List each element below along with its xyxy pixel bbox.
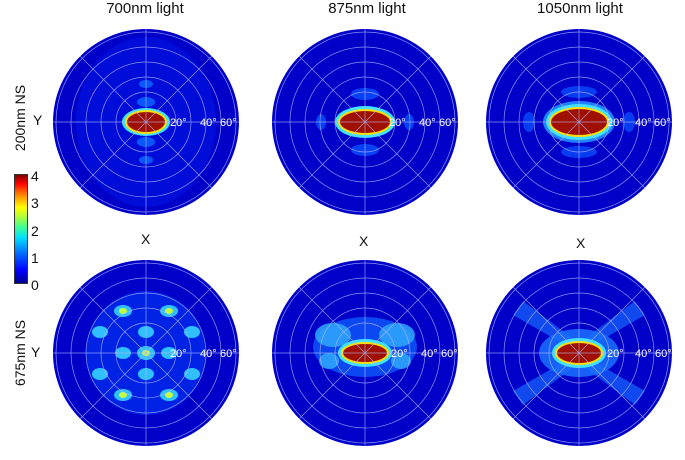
ring-label-60: 60° [220, 348, 237, 360]
ring-label-60: 60° [220, 117, 237, 129]
polar-plot-200nm-1050nm: 20° 40° 60° [486, 29, 672, 215]
column-title-1050nm: 1050nm light [537, 0, 623, 17]
ring-label-20: 20° [391, 348, 408, 360]
ring-label-20: 20° [607, 117, 624, 129]
colorbar [14, 174, 28, 284]
x-axis-label-col1: X [141, 231, 151, 247]
polar-plot-675nm-700nm: 20° 40° 60° [53, 260, 239, 446]
polar-plot-200nm-700nm: 20° 40° 60° [53, 29, 239, 215]
ring-label-40: 40° [200, 348, 217, 360]
polar-plot-675nm-1050nm: 20° 40° 60° [486, 260, 672, 446]
ring-label-40: 40° [421, 348, 438, 360]
ring-label-60: 60° [655, 348, 672, 360]
colorbar-tick-3: 3 [31, 195, 39, 211]
ring-label-40: 40° [635, 117, 652, 129]
ring-label-20: 20° [607, 348, 624, 360]
colorbar-tick-0: 0 [31, 277, 39, 293]
ring-label-40: 40° [635, 348, 652, 360]
colorbar-tick-4: 4 [31, 168, 39, 184]
colorbar-tick-1: 1 [31, 250, 39, 266]
y-axis-label-bottom: Y [31, 344, 41, 360]
row-label-675nm: 675nm NS [12, 319, 28, 387]
ring-label-60: 60° [439, 117, 456, 129]
column-title-875nm: 875nm light [328, 0, 406, 17]
colorbar-tick-2: 2 [31, 223, 39, 239]
polar-plot-675nm-875nm: 20° 40° 60° [272, 260, 458, 446]
ring-label-60: 60° [441, 348, 458, 360]
x-axis-label-col3: X [576, 235, 586, 251]
row-label-200nm: 200nm NS [12, 84, 28, 152]
ring-label-40: 40° [419, 117, 436, 129]
column-title-700nm: 700nm light [106, 0, 184, 17]
ring-label-20: 20° [170, 117, 187, 129]
x-axis-label-col2: X [359, 233, 369, 249]
y-axis-label-top: Y [33, 112, 43, 128]
ring-label-40: 40° [200, 117, 217, 129]
ring-label-20: 20° [389, 117, 406, 129]
ring-label-20: 20° [170, 348, 187, 360]
ring-label-60: 60° [654, 117, 671, 129]
polar-plot-200nm-875nm: 20° 40° 60° [272, 29, 458, 215]
